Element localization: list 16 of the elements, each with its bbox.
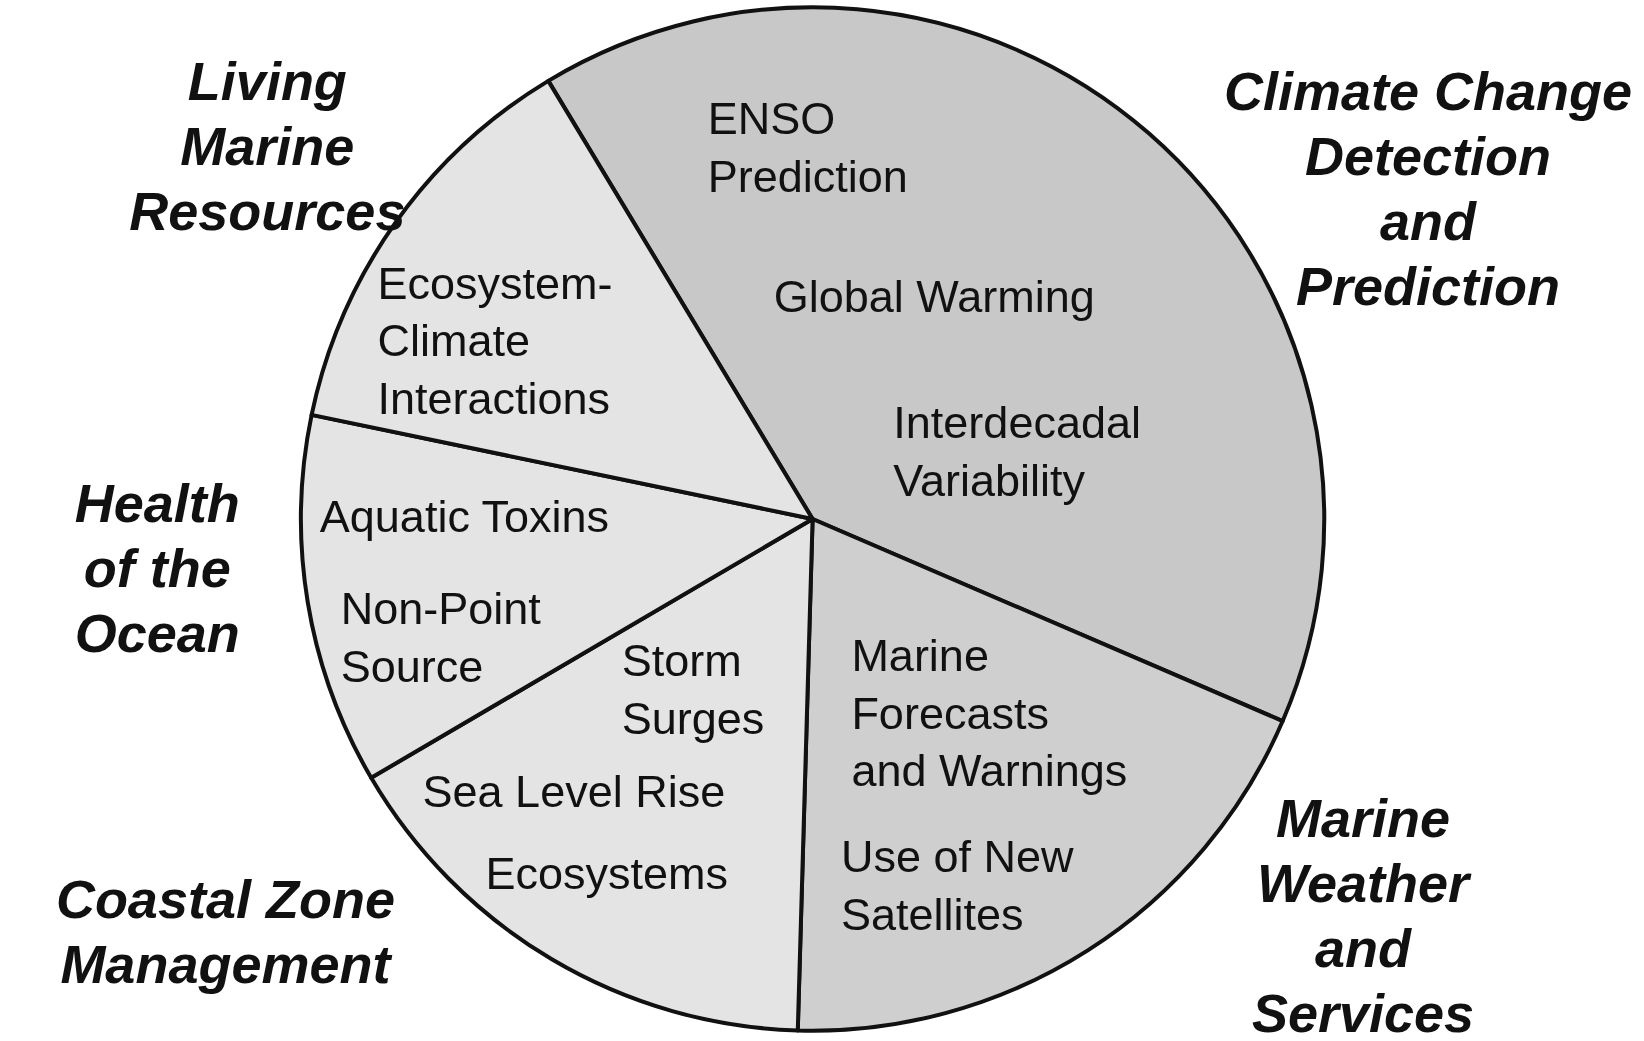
text: Ecosystem-Climate Interactions bbox=[377, 257, 613, 425]
text: Global Warming bbox=[773, 271, 1095, 323]
text: Aquatic Toxins bbox=[319, 490, 610, 542]
text: ENSO Prediction bbox=[707, 93, 908, 202]
slice-label: Climate Change Detection and Prediction bbox=[1224, 61, 1633, 317]
slice-label: Living Marine Resources bbox=[129, 50, 406, 241]
text: Sea Level Rise bbox=[422, 766, 726, 818]
slice-label: Marine Weather and Services bbox=[1251, 787, 1475, 1041]
text: Ecosystems bbox=[485, 848, 729, 900]
text: Interdecadal Variability bbox=[893, 397, 1142, 506]
slice-label: Coastal Zone Management bbox=[55, 869, 395, 995]
text: Use of New Satellites bbox=[840, 831, 1074, 941]
text: Marine Forecasts and Warnings bbox=[851, 630, 1128, 797]
slice-label: Health of the Ocean bbox=[74, 473, 240, 664]
text: Non-Point Source bbox=[340, 582, 542, 692]
text: Storm Surges bbox=[621, 635, 765, 744]
